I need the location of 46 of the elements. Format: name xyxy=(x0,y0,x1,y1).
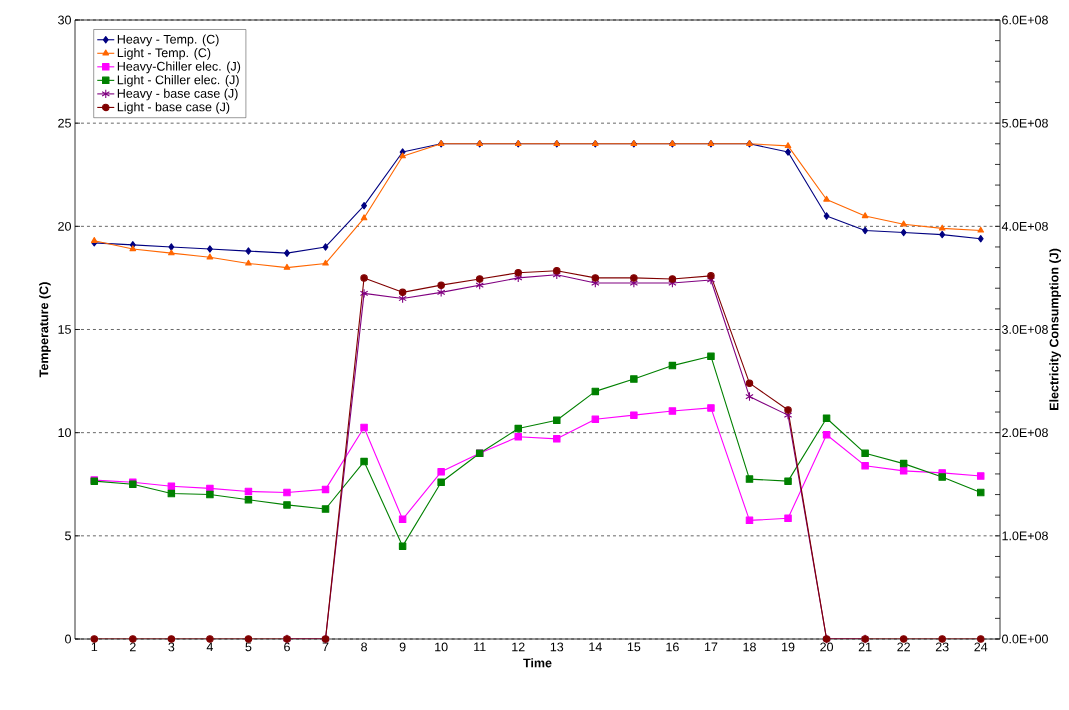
x-tick-label: 23 xyxy=(935,642,949,652)
y2-tick-label: 1.0E+08 xyxy=(1002,531,1048,541)
legend-label: Heavy - Temp. (C) xyxy=(117,34,219,47)
y-tick-label: 15 xyxy=(58,325,71,334)
x-tick-label: 17 xyxy=(704,642,718,652)
x-tick-label: 5 xyxy=(245,642,252,652)
x-tick-label: 20 xyxy=(820,642,834,652)
x-tick-label: 3 xyxy=(168,642,175,652)
x-tick-label: 12 xyxy=(512,642,525,652)
x-tick-label: 14 xyxy=(589,642,602,652)
legend-label: Light - Temp. (C) xyxy=(117,48,211,60)
y-tick-label: 30 xyxy=(58,15,71,25)
y-tick-label: 10 xyxy=(58,428,71,438)
x-tick-label: 10 xyxy=(435,642,448,652)
y-tick-label: 25 xyxy=(58,118,71,128)
x-tick-label: 4 xyxy=(206,642,213,652)
x-tick-label: 15 xyxy=(627,642,641,652)
legend-label: Light - base case (J) xyxy=(117,102,230,114)
legend-label: Light - Chiller elec. (J) xyxy=(117,75,239,87)
y2-tick-label: 0.0E+00 xyxy=(1002,634,1048,644)
y-tick-label: 20 xyxy=(58,221,71,231)
x-tick-label: 8 xyxy=(361,642,367,652)
x-tick-label: 2 xyxy=(129,642,136,652)
legend-label: Heavy-Chiller elec. (J) xyxy=(117,61,241,74)
y2-tick-label: 6.0E+08 xyxy=(1002,15,1048,25)
y-tick-label: 5 xyxy=(65,531,71,541)
y-axis-title: Temperature (C) xyxy=(39,282,51,378)
x-tick-label: 22 xyxy=(897,642,910,652)
x-tick-label: 16 xyxy=(666,642,679,652)
x-tick-label: 21 xyxy=(858,642,872,652)
y2-tick-label: 4.0E+08 xyxy=(1001,221,1048,231)
x-tick-label: 19 xyxy=(782,642,795,652)
x-axis-title: Time xyxy=(523,658,552,668)
legend-label: Heavy - base case (J) xyxy=(117,88,238,101)
y2-tick-label: 5.0E+08 xyxy=(1002,118,1048,128)
x-tick-label: 6 xyxy=(284,642,290,652)
y2-axis-title: Electricity Consumption (J) xyxy=(1049,248,1061,410)
x-tick-label: 11 xyxy=(474,642,486,652)
x-tick-label: 13 xyxy=(550,642,564,652)
x-tick-label: 9 xyxy=(399,642,406,652)
x-tick-label: 1 xyxy=(91,642,98,652)
y2-tick-label: 2.0E+08 xyxy=(1002,428,1048,438)
x-tick-label: 24 xyxy=(974,642,988,652)
x-tick-label: 18 xyxy=(743,642,756,652)
y2-tick-label: 3.0E+08 xyxy=(1002,325,1048,334)
y-tick-label: 0 xyxy=(65,634,71,644)
